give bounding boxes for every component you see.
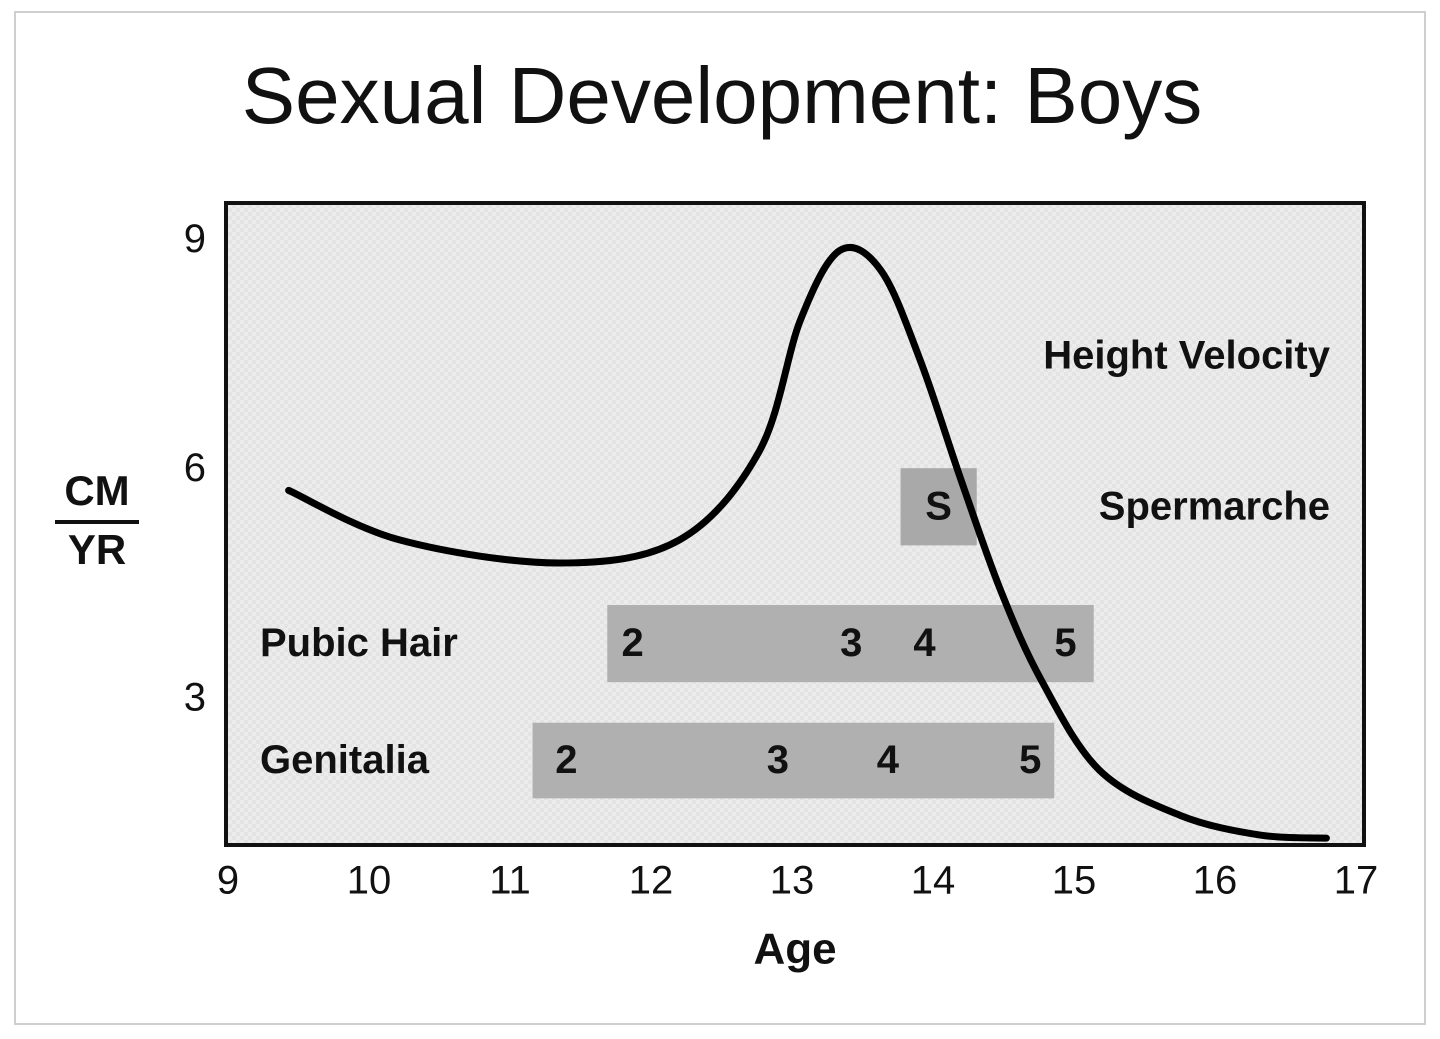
x-tick-label: 16 (1193, 859, 1238, 903)
stage-label: 4 (877, 738, 900, 782)
x-tick-label: 9 (217, 859, 239, 903)
x-axis-label: Age (753, 925, 836, 974)
x-tick-label: 12 (629, 859, 674, 903)
x-tick-label: 15 (1052, 859, 1097, 903)
stage-label: 5 (1019, 738, 1041, 782)
band-name: Genitalia (260, 738, 430, 782)
x-tick-label: 17 (1334, 859, 1379, 903)
y-tick-label: 3 (184, 675, 206, 719)
stage-label: 2 (555, 738, 577, 782)
stage-label: 4 (913, 621, 936, 665)
series-label: Height Velocity (1043, 334, 1330, 378)
stage-band (532, 722, 1055, 799)
y-axis-label-top: CM (64, 467, 129, 514)
y-axis-label-bottom: YR (68, 526, 126, 573)
stage-label: 3 (840, 621, 862, 665)
y-tick-label: 9 (184, 217, 206, 261)
band-name: Pubic Hair (260, 621, 458, 665)
y-tick-label: 6 (184, 446, 206, 490)
stage-label: 2 (622, 621, 644, 665)
band-label: S (925, 484, 952, 528)
x-tick-label: 14 (911, 859, 956, 903)
stage-label: 3 (767, 738, 789, 782)
x-tick-label: 11 (489, 859, 531, 903)
chart-title: Sexual Development: Boys (242, 51, 1203, 140)
height-velocity-curve (285, 243, 1330, 842)
stage-label: 5 (1054, 621, 1076, 665)
x-tick-label: 10 (347, 859, 392, 903)
band-name: Spermarche (1099, 484, 1330, 528)
x-tick-label: 13 (770, 859, 815, 903)
